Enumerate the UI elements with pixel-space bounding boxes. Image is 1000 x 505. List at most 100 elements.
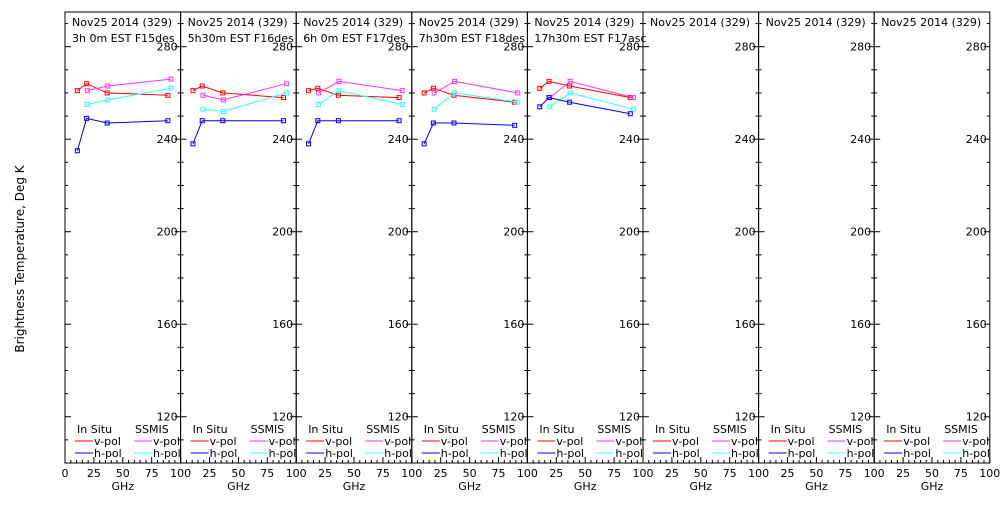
marker-insitu-v	[421, 90, 427, 96]
series-line-insitu-v	[539, 80, 631, 99]
x-tick-label: 25	[203, 467, 217, 480]
x-tick-label: 50	[925, 467, 939, 480]
x-tick-label: 50	[231, 467, 245, 480]
marker-ssmis-v	[567, 78, 573, 84]
y-tick-label: 240	[619, 133, 640, 146]
marker-insitu-v	[315, 85, 321, 91]
panel-series	[421, 78, 521, 147]
series-line-ssmis-h	[549, 92, 634, 110]
marker-insitu-h	[430, 120, 436, 126]
series-line-insitu-v	[423, 87, 515, 103]
y-tick-label: 280	[157, 41, 178, 54]
y-tick-label: 120	[272, 411, 293, 424]
series-line-ssmis-h	[318, 90, 403, 105]
x-tick-label: 100	[633, 467, 654, 480]
x-tick-label: 75	[492, 467, 506, 480]
legend-insitu-title: In Situ	[424, 423, 459, 436]
series-line-insitu-v	[192, 85, 284, 99]
y-tick-label: 240	[157, 133, 178, 146]
series-line-insitu-h	[192, 120, 284, 144]
marker-insitu-v	[199, 83, 205, 89]
marker-ssmis-h	[168, 85, 174, 91]
legend-insitu-title: In Situ	[77, 423, 112, 436]
panel-time: 7h30m EST F18des	[419, 32, 525, 45]
legend-insitu-h-label: h-pol	[788, 447, 816, 460]
series-line-ssmis-v	[318, 80, 403, 94]
series-line-ssmis-v	[87, 78, 171, 92]
legend-ssmis-title: SSMIS	[829, 423, 863, 436]
legend-ssmis-title: SSMIS	[713, 423, 747, 436]
series-line-ssmis-h	[202, 92, 287, 113]
y-tick-label: 280	[735, 41, 756, 54]
x-tick-label: 100	[401, 467, 422, 480]
x-tick-label: 50	[463, 467, 477, 480]
marker-ssmis-h	[515, 99, 521, 105]
legend-ssmis-h-label: h-pol	[731, 447, 759, 460]
series-line-insitu-h	[76, 117, 168, 151]
series-line-insitu-h	[539, 97, 631, 115]
panel-series	[74, 76, 174, 154]
y-tick-label: 160	[966, 318, 987, 331]
marker-ssmis-h	[452, 90, 458, 96]
x-tick-label: 25	[665, 467, 679, 480]
panel-2: 120 160 200 240 280 25 50 75 100 GHz Nov25 2014 (3…	[180, 11, 307, 493]
legend-insitu-h-label: h-pol	[94, 447, 122, 460]
x-tick-label: 25	[549, 467, 563, 480]
y-tick-label: 200	[850, 226, 871, 239]
marker-insitu-h	[396, 118, 402, 124]
series-line-ssmis-v	[202, 83, 287, 101]
marker-ssmis-v	[168, 76, 174, 82]
marker-insitu-v	[537, 85, 543, 91]
x-tick-label: 50	[116, 467, 130, 480]
marker-ssmis-v	[336, 78, 342, 84]
y-tick-label: 160	[850, 318, 871, 331]
y-tick-label: 280	[619, 41, 640, 54]
series-line-ssmis-h	[87, 87, 171, 105]
legend-insitu-v-label: v-pol	[441, 435, 468, 448]
y-tick-label: 160	[503, 318, 524, 331]
marker-ssmis-h	[220, 108, 226, 114]
panel-8: 120 160 200 240 280 25 50 75 100 GHz Nov25 2014 (3…	[873, 11, 1000, 493]
series-line-ssmis-v	[433, 80, 518, 94]
marker-insitu-v	[220, 90, 226, 96]
marker-ssmis-h	[84, 102, 90, 108]
marker-insitu-v	[546, 78, 552, 84]
legend-insitu-v-label: v-pol	[672, 435, 699, 448]
marker-ssmis-v	[284, 81, 290, 87]
panel-time: 5h30m EST F16des	[188, 32, 294, 45]
x-tick-label: 75	[838, 467, 852, 480]
y-tick-label: 200	[388, 226, 409, 239]
marker-ssmis-v	[431, 90, 437, 96]
panel-date: Nov25 2014 (329)	[650, 16, 750, 29]
y-tick-label: 240	[503, 133, 524, 146]
x-tick-label: 100	[979, 467, 1000, 480]
x-tick-label: 75	[954, 467, 968, 480]
marker-ssmis-h	[336, 88, 342, 94]
marker-insitu-h	[512, 122, 518, 128]
y-tick-label: 120	[735, 411, 756, 424]
legend-insitu-v-label: v-pol	[325, 435, 352, 448]
x-axis-label: GHz	[805, 480, 828, 493]
legend-insitu-h-label: h-pol	[556, 447, 584, 460]
marker-ssmis-h	[316, 102, 322, 108]
marker-insitu-v	[165, 92, 171, 98]
y-tick-label: 240	[272, 133, 293, 146]
marker-insitu-h	[165, 118, 171, 124]
marker-ssmis-h	[284, 90, 290, 96]
marker-insitu-h	[199, 118, 205, 124]
y-axis-label: Brightness Temperature, Deg K	[13, 164, 27, 352]
legend-insitu-title: In Situ	[193, 423, 228, 436]
x-axis-label: GHz	[921, 480, 944, 493]
legend-ssmis-title: SSMIS	[944, 423, 978, 436]
panel-series	[190, 81, 290, 147]
marker-insitu-v	[396, 95, 402, 101]
marker-insitu-v	[430, 85, 436, 91]
panel-7: 120 160 200 240 280 25 50 75 100 GHz Nov25 2014 (3…	[758, 11, 885, 493]
marker-insitu-h	[537, 104, 543, 110]
marker-insitu-v	[104, 90, 110, 96]
